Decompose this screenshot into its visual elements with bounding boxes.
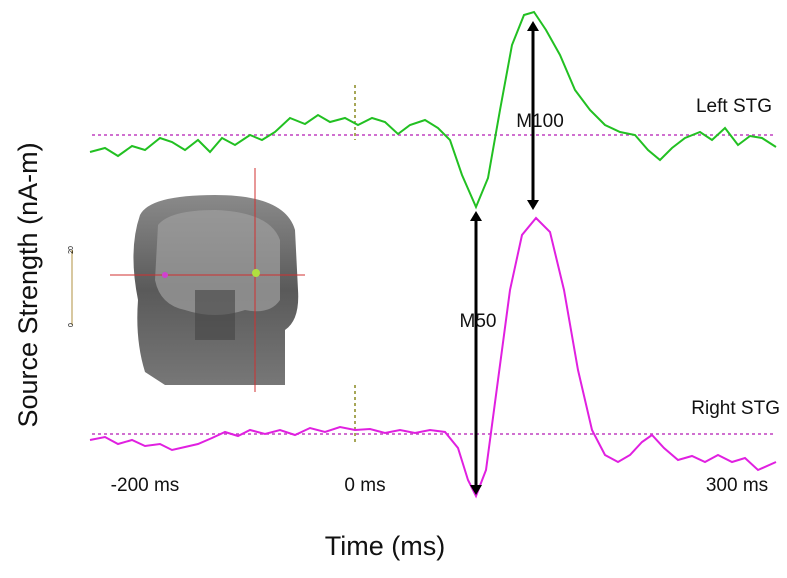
time-label: -200 ms: [111, 475, 180, 496]
x-axis-label: Time (ms): [325, 531, 445, 561]
peak-label: M50: [460, 311, 497, 332]
trace-label: Left STG: [696, 96, 772, 117]
peak-label: M100: [516, 111, 564, 132]
y-axis-label: Source Strength (nA-m): [13, 142, 43, 427]
figure: 20 0 Source Strength (nA-m) Time (ms) Le…: [0, 0, 787, 578]
time-label: 300 ms: [706, 475, 768, 496]
time-label: 0 ms: [344, 475, 385, 496]
scale-label: 0: [68, 323, 75, 327]
scale-label: 20: [68, 246, 75, 254]
trace-label: Right STG: [691, 398, 780, 419]
left-stg-trace: [90, 12, 776, 207]
mri-inset: 20 0: [68, 168, 305, 392]
